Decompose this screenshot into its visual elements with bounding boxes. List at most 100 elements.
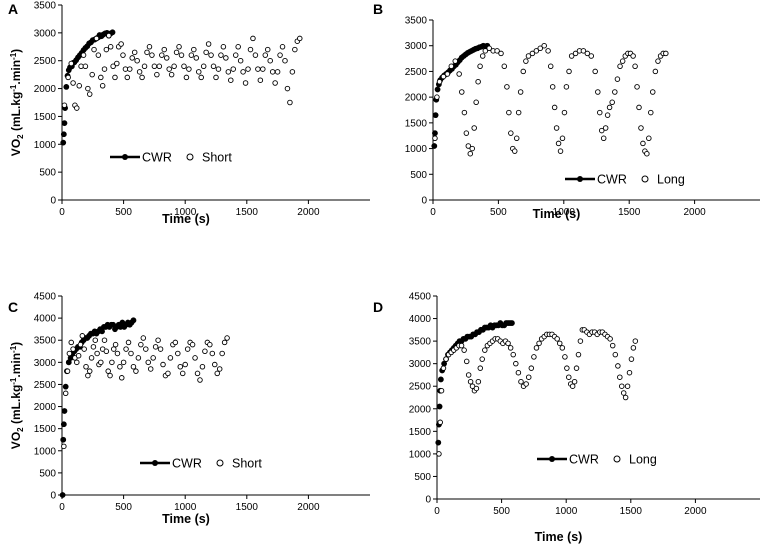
interval-point [135,355,142,361]
interval-point [219,350,225,357]
interval-point [604,112,611,118]
interval-point [129,55,135,61]
interval-point [189,341,196,348]
interval-point [112,341,119,348]
interval-point [205,41,212,47]
y-tick-label: 3000 [405,41,428,52]
x-axis-label: Time (s) [533,207,581,221]
y-tick-label: 0 [421,196,427,207]
cwr-point [432,112,439,119]
interval-point [636,104,642,111]
interval-point [577,338,584,344]
y-tick-label: 0 [50,491,56,502]
interval-point [467,378,474,385]
interval-point [99,83,106,89]
interval-point [117,364,123,370]
interval-point [168,71,175,78]
interval-point [150,355,156,361]
interval-point [272,80,278,86]
interval-point [240,69,246,75]
interval-point [504,84,510,90]
interval-point [588,53,595,59]
interval-point [255,66,261,72]
interval-point [562,354,568,360]
interval-point [105,368,111,374]
interval-point [287,99,293,106]
interval-point [127,66,133,72]
y-tick-label: 1000 [405,144,428,155]
interval-point [452,58,458,64]
interval-point [160,361,166,368]
y-axis-label-part: -1 [9,345,18,353]
interval-point [617,63,623,70]
interval-point [486,45,492,52]
panel-b: B 0 500 1000 1500 2000 2500 3000 3500 0 500 1000 150… [373,1,760,221]
y-tick-label: 2500 [409,382,432,393]
interval-point [598,127,605,134]
interval-point [101,337,108,343]
interval-point [66,350,73,357]
interval-point [232,52,239,58]
interval-point [513,135,520,142]
interval-point [600,135,607,142]
cwr-series [431,42,491,149]
interval-point [559,135,566,142]
interval-point [477,63,483,70]
interval-point [609,342,616,349]
x-axis-label: Time (s) [162,512,210,526]
interval-point [436,451,442,457]
interval-point [617,374,623,380]
interval-point [482,347,488,353]
interval-point [202,348,208,355]
interval-point [444,71,451,77]
interval-point [549,84,556,90]
interval-point [467,150,474,157]
interval-point [252,52,259,58]
interval-point [90,344,97,350]
interval-point [615,363,621,369]
y-tick-label: 2500 [405,67,428,78]
panel-letter: B [373,1,383,17]
y-axis-label-part: (mL.kg [9,385,23,428]
interval-point [556,340,563,347]
interval-point [482,48,489,54]
x-tick-label: 1500 [236,502,259,513]
interval-point [242,80,249,86]
interval-point [438,387,445,394]
interval-point [513,360,519,367]
interval-point [181,63,187,70]
interval-point [76,83,82,89]
interval-point [557,148,564,154]
interval-point [138,341,144,348]
interval-point [561,109,568,116]
interval-point [98,359,104,366]
interval-point [198,74,204,81]
interval-point [74,359,80,366]
interval-point [652,68,659,75]
interval-point [292,46,298,53]
interval-point [107,44,114,50]
interval-point [77,341,84,348]
interval-point [501,63,508,70]
y-tick-label: 3500 [34,336,57,347]
interval-point [461,347,467,353]
interval-point [114,350,121,357]
interval-point [448,63,455,70]
interval-point [632,63,638,70]
cwr-point [431,143,438,149]
cwr-point [60,436,67,443]
interval-point [551,104,558,111]
cwr-point [60,421,67,428]
interval-point [230,66,236,72]
interval-point [580,48,587,54]
interval-point [167,355,174,361]
interval-point [469,383,476,389]
cwr-point [109,29,116,36]
y-axis-label-part: (mL.kg [9,92,23,135]
legend-interval-label: Short [232,457,262,471]
legend: CWR Long [565,173,685,187]
interval-point [277,52,283,58]
x-tick-label: 1500 [618,207,641,218]
interval-point [61,102,68,109]
